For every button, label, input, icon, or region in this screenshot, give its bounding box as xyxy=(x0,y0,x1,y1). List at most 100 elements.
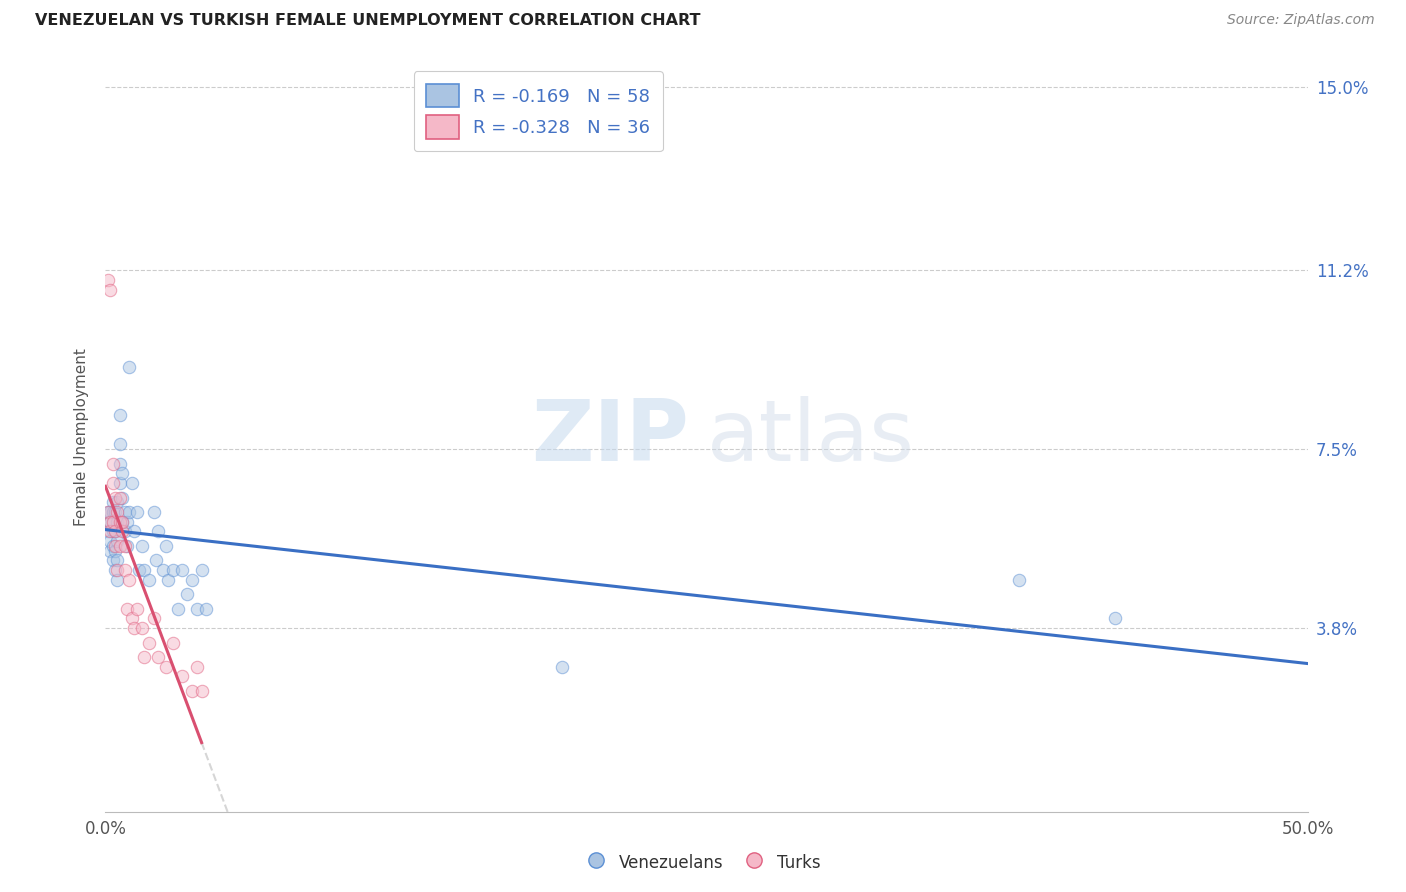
Point xyxy=(121,611,143,625)
Point xyxy=(142,505,165,519)
Point xyxy=(111,491,134,505)
Point xyxy=(97,273,120,287)
Point xyxy=(101,457,124,471)
Point xyxy=(138,635,160,649)
Point xyxy=(125,601,148,615)
Legend: Venezuelans, Turks: Venezuelans, Turks xyxy=(579,846,827,880)
Point xyxy=(181,573,204,587)
Point xyxy=(124,524,146,539)
Point xyxy=(107,515,129,529)
Point xyxy=(172,563,194,577)
Point xyxy=(101,475,124,490)
Point xyxy=(190,684,212,698)
Point xyxy=(186,601,208,615)
Point xyxy=(124,621,146,635)
Point xyxy=(190,563,212,577)
Point xyxy=(107,573,129,587)
Point xyxy=(98,543,121,558)
Point xyxy=(155,539,177,553)
Point xyxy=(98,283,121,297)
Point xyxy=(101,524,124,539)
Point xyxy=(104,491,127,505)
Point xyxy=(148,650,170,665)
Point xyxy=(118,359,141,374)
Point xyxy=(1008,573,1031,587)
Point xyxy=(114,539,136,553)
Text: atlas: atlas xyxy=(707,395,914,479)
Point xyxy=(98,515,121,529)
Point xyxy=(162,563,184,577)
Point xyxy=(115,601,138,615)
Point xyxy=(108,437,131,451)
Legend: R = -0.169   N = 58, R = -0.328   N = 36: R = -0.169 N = 58, R = -0.328 N = 36 xyxy=(413,71,662,152)
Point xyxy=(131,539,153,553)
Point xyxy=(98,524,121,539)
Point xyxy=(1104,611,1126,625)
Point xyxy=(162,635,184,649)
Point xyxy=(114,524,136,539)
Point xyxy=(118,573,141,587)
Point xyxy=(98,505,121,519)
Point xyxy=(114,505,136,519)
Point xyxy=(104,543,127,558)
Point xyxy=(108,457,131,471)
Point xyxy=(108,515,131,529)
Text: ZIP: ZIP xyxy=(530,395,689,479)
Point xyxy=(107,495,129,509)
Point xyxy=(104,524,127,539)
Point xyxy=(121,475,143,490)
Point xyxy=(155,659,177,673)
Point xyxy=(97,505,120,519)
Point xyxy=(104,563,127,577)
Point xyxy=(148,524,170,539)
Point xyxy=(104,539,127,553)
Point xyxy=(107,534,129,549)
Point xyxy=(111,524,134,539)
Point xyxy=(132,650,155,665)
Point xyxy=(128,563,150,577)
Point xyxy=(118,505,141,519)
Point xyxy=(98,534,121,549)
Point xyxy=(108,491,131,505)
Point xyxy=(132,563,155,577)
Point xyxy=(115,539,138,553)
Point xyxy=(156,573,179,587)
Point xyxy=(186,659,208,673)
Point xyxy=(101,515,124,529)
Point xyxy=(97,515,120,529)
Text: VENEZUELAN VS TURKISH FEMALE UNEMPLOYMENT CORRELATION CHART: VENEZUELAN VS TURKISH FEMALE UNEMPLOYMEN… xyxy=(35,13,700,29)
Text: Source: ZipAtlas.com: Source: ZipAtlas.com xyxy=(1227,13,1375,28)
Point xyxy=(176,587,198,601)
Point xyxy=(108,475,131,490)
Point xyxy=(142,611,165,625)
Point xyxy=(111,467,134,481)
Point xyxy=(152,563,174,577)
Point xyxy=(98,515,121,529)
Point xyxy=(97,524,120,539)
Point xyxy=(551,659,574,673)
Point xyxy=(111,515,134,529)
Point xyxy=(107,563,129,577)
Point xyxy=(104,505,127,519)
Point xyxy=(108,539,131,553)
Point xyxy=(115,515,138,529)
Point xyxy=(101,539,124,553)
Point xyxy=(114,563,136,577)
Point xyxy=(107,553,129,567)
Point xyxy=(131,621,153,635)
Point xyxy=(181,684,204,698)
Point xyxy=(104,524,127,539)
Point xyxy=(101,495,124,509)
Point xyxy=(138,573,160,587)
Point xyxy=(108,409,131,423)
Point xyxy=(111,515,134,529)
Point xyxy=(101,553,124,567)
Point xyxy=(125,505,148,519)
Point xyxy=(195,601,218,615)
Point xyxy=(107,505,129,519)
Y-axis label: Female Unemployment: Female Unemployment xyxy=(75,348,90,526)
Point xyxy=(166,601,188,615)
Point xyxy=(172,669,194,683)
Point xyxy=(101,505,124,519)
Point xyxy=(145,553,167,567)
